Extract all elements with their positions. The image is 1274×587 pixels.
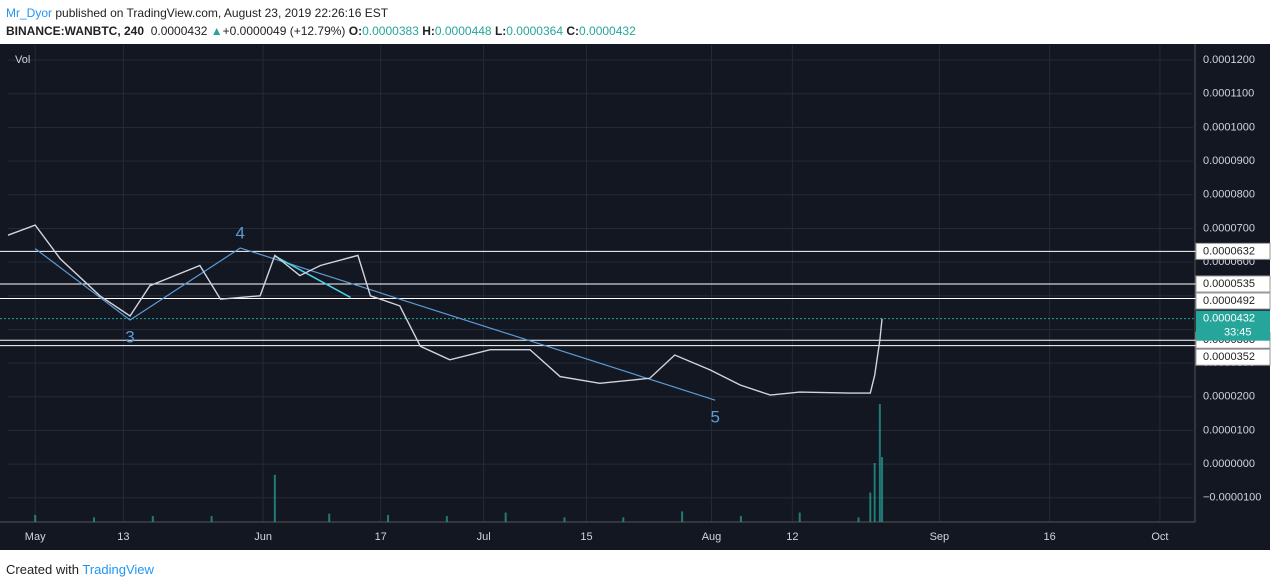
ohlc-value: 0.0000364 [506, 24, 563, 38]
volume-bar [878, 404, 881, 522]
x-tick-label: 17 [375, 531, 387, 543]
volume-bar [273, 474, 276, 522]
level-label: 0.0000492 [1203, 295, 1255, 307]
volume-bar [873, 463, 876, 522]
wave-label: 4 [236, 223, 245, 242]
brand[interactable]: TradingView [82, 562, 154, 577]
ohlc-value: 0.0000448 [434, 24, 492, 38]
y-tick-label: 0.0001000 [1203, 121, 1255, 133]
countdown: 33:45 [1224, 327, 1252, 339]
volume-bar [857, 517, 860, 522]
trend-line [274, 255, 351, 299]
level-label: 0.0000632 [1203, 245, 1255, 257]
footer-text: Created with [6, 562, 79, 577]
ohlc-value: 0.0000383 [362, 24, 419, 38]
x-tick-label: Jun [254, 531, 272, 543]
y-tick-label: 0.0000100 [1203, 424, 1255, 436]
current-tag [1196, 310, 1270, 341]
wave-label: 5 [710, 408, 719, 427]
volume-bar [681, 511, 684, 522]
volume-bar [622, 517, 625, 522]
x-tick-label: 16 [1044, 531, 1056, 543]
ohlc-value: 0.0000432 [579, 24, 636, 38]
price-line [7, 224, 883, 396]
x-tick-label: 15 [580, 531, 592, 543]
footer: Created with TradingView [6, 562, 154, 577]
up-arrow: ▲ [210, 24, 223, 38]
volume-bar [151, 516, 154, 522]
wave-line [34, 247, 716, 401]
y-tick-label: 0.0000800 [1203, 189, 1255, 201]
volume-label: Vol [15, 54, 30, 66]
volume-bar [869, 492, 872, 522]
header: Mr_Dyor published on TradingView.com, Au… [6, 4, 636, 40]
level-tag [1195, 348, 1271, 366]
author[interactable]: Mr_Dyor [6, 6, 53, 20]
volume-bar [328, 513, 331, 522]
volume-bar [210, 516, 213, 522]
volume-bar [563, 517, 566, 522]
ohlc-key: H: [422, 24, 435, 38]
volume-bar [504, 512, 507, 522]
volume-bar [739, 516, 742, 522]
published: published on TradingView.com, August 23,… [55, 6, 389, 20]
level-label: 0.0000352 [1203, 351, 1255, 363]
volume-bar [387, 514, 390, 522]
x-tick-label: Sep [930, 531, 950, 543]
wave-label: 3 [125, 328, 134, 347]
last: 0.0000432 [150, 24, 208, 38]
change: +0.0000049 (+12.79%) [222, 24, 346, 38]
ohlc-key: L: [494, 24, 507, 38]
x-tick-label: 13 [117, 531, 129, 543]
plot-bg [0, 44, 1270, 550]
x-tick-label: 12 [786, 531, 798, 543]
x-tick-label: May [25, 531, 46, 543]
volume-bar [93, 517, 96, 522]
y-tick-label: 0.0000000 [1203, 458, 1255, 470]
y-tick-label: 0.0000900 [1203, 155, 1255, 167]
symbol: BINANCE:WANBTC, 240 [6, 24, 145, 38]
y-tick-label: 0.0000200 [1203, 391, 1255, 403]
level-tag [1195, 275, 1271, 293]
level-label: 0.0000535 [1203, 278, 1255, 290]
ohlc-key: C: [566, 24, 580, 38]
x-tick-label: Jul [477, 531, 491, 543]
y-tick-label: 0.0000700 [1203, 222, 1255, 234]
y-tick-label: −0.0000100 [1203, 492, 1261, 504]
volume-bar [881, 457, 884, 522]
ohlc: O:0.0000383 H:0.0000448 L:0.0000364 C:0.… [349, 24, 636, 38]
current-label: 0.0000432 [1203, 313, 1255, 325]
volume-bar [34, 514, 37, 522]
volume-bar [798, 512, 801, 522]
y-tick-label: 0.0001100 [1203, 88, 1254, 100]
x-tick-label: Aug [702, 531, 722, 543]
volume-bar [445, 516, 448, 522]
level-tag [1195, 292, 1271, 310]
ohlc-key: O: [348, 24, 363, 38]
x-tick-label: Oct [1151, 531, 1168, 543]
y-tick-label: 0.0001200 [1203, 54, 1255, 66]
level-tag [1195, 242, 1271, 260]
chart: −0.0000100 0.0000000 0.0000100 0.0000200 0.0… [0, 44, 1271, 550]
